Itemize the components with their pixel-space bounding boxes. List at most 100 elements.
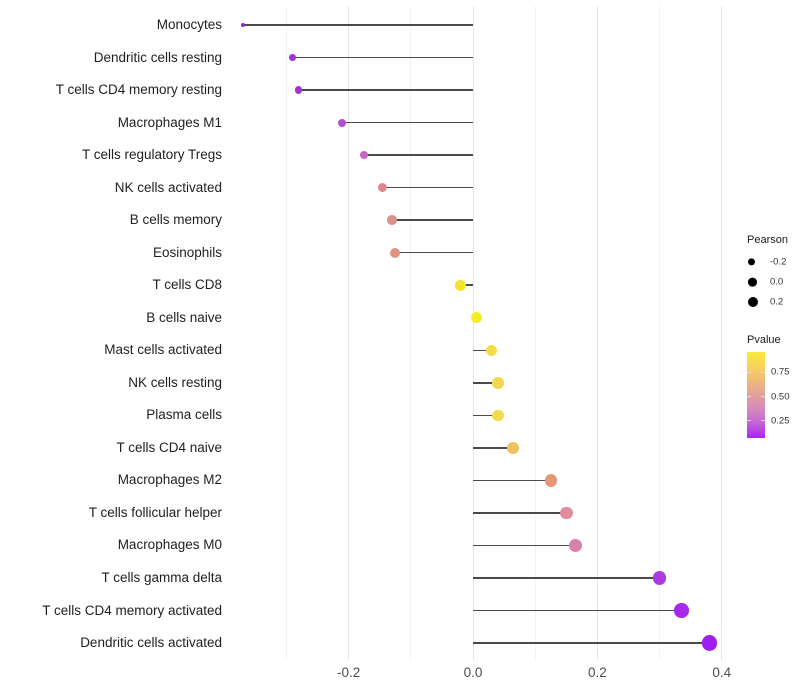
x-tick-label: -0.2 xyxy=(336,665,361,680)
category-label: B cells memory xyxy=(129,212,222,228)
pearson-size-entry: 0.0 xyxy=(744,272,800,292)
category-label: T cells CD8 xyxy=(152,277,222,293)
category-label: B cells naive xyxy=(146,309,222,325)
colorbar-tick xyxy=(761,420,765,422)
lollipop-dot xyxy=(560,506,573,520)
minor-gridline xyxy=(534,6,536,660)
lollipop-dot xyxy=(240,22,246,28)
category-label: Eosinophils xyxy=(152,244,222,260)
colorbar-tick xyxy=(761,396,765,398)
category-label: T cells CD4 memory activated xyxy=(42,602,222,618)
lollipop-stem xyxy=(473,479,551,482)
category-label: Macrophages M2 xyxy=(117,472,222,488)
lollipop-dot xyxy=(359,150,369,160)
pvalue-legend: Pvalue 0.75 0.50 0.25 xyxy=(744,334,800,438)
lollipop-dot xyxy=(652,571,667,585)
x-tick-label: 0.0 xyxy=(463,665,483,680)
lollipop-dot xyxy=(390,247,401,258)
category-label: NK cells activated xyxy=(114,179,222,195)
lollipop-stem xyxy=(473,414,498,417)
colorbar-tick xyxy=(761,371,765,373)
colorbar-tick xyxy=(747,396,751,398)
pearson-size-entry: -0.2 xyxy=(744,252,800,272)
pearson-size-dot xyxy=(748,258,756,266)
category-label: T cells regulatory Tregs xyxy=(81,147,222,163)
category-label: Plasma cells xyxy=(146,407,222,423)
lollipop-dot xyxy=(387,215,397,225)
pearson-size-dot xyxy=(748,277,757,287)
lollipop-stem xyxy=(342,121,473,124)
category-label: T cells CD4 naive xyxy=(116,439,222,455)
legend: Pearson -0.2 0.0 0.2 Pvalue 0.75 0.50 0.25 xyxy=(744,234,800,438)
lollipop-dot xyxy=(701,635,718,651)
minor-gridline xyxy=(285,6,287,660)
pearson-size-legend: -0.2 0.0 0.2 xyxy=(744,252,800,312)
lollipop-stem xyxy=(473,382,498,384)
category-label: Monocytes xyxy=(156,17,222,32)
lollipop-dot xyxy=(486,344,498,356)
category-label: Mast cells activated xyxy=(104,342,222,358)
lollipop-dot xyxy=(289,54,297,61)
lollipop-dot xyxy=(295,86,303,94)
lollipop-stem xyxy=(292,56,473,59)
lollipop-stem xyxy=(473,447,514,449)
lollipop-stem xyxy=(392,219,473,221)
lollipop-stem xyxy=(460,284,473,286)
y-axis-labels: Monocytes Dendritic cells resting T cells … xyxy=(0,6,228,660)
lollipop-stem xyxy=(395,251,473,254)
pearson-size-dot xyxy=(748,297,758,307)
lollipop-stem xyxy=(473,349,492,352)
lollipop-stem xyxy=(364,154,473,156)
lollipop-dot xyxy=(455,279,466,291)
minor-gridline xyxy=(659,6,661,660)
lollipop-stem xyxy=(382,186,473,189)
pearson-size-entry: 0.2 xyxy=(744,292,800,312)
lollipop-dot xyxy=(492,377,504,389)
major-gridline xyxy=(348,6,350,660)
pvalue-legend-title: Pvalue xyxy=(747,334,781,346)
lollipop-dot xyxy=(507,441,520,454)
lollipop-stem xyxy=(473,609,682,612)
category-label: T cells CD4 memory resting xyxy=(55,82,222,98)
lollipop-stem xyxy=(473,642,710,644)
lollipop-dot xyxy=(492,409,504,422)
pearson-size-label: 0.0 xyxy=(770,276,784,288)
lollipop-stem xyxy=(473,544,576,547)
category-label: T cells follicular helper xyxy=(88,504,222,520)
lollipop-dot xyxy=(674,603,689,618)
minor-gridline xyxy=(410,6,412,660)
major-gridline xyxy=(721,6,723,660)
category-label: Dendritic cells activated xyxy=(80,635,222,651)
pearson-size-label: 0.2 xyxy=(770,296,784,308)
colorbar-tick xyxy=(747,420,751,422)
major-gridline xyxy=(596,6,598,660)
x-tick-label: 0.4 xyxy=(712,665,732,680)
pvalue-colorbar-gradient xyxy=(747,352,765,438)
lollipop-stem xyxy=(473,577,660,579)
lollipop-dot xyxy=(544,474,557,487)
lollipop-dot xyxy=(338,118,347,127)
lollipop-dot xyxy=(569,538,583,552)
category-label: Dendritic cells resting xyxy=(93,49,222,65)
category-label: Macrophages M1 xyxy=(117,114,222,130)
plot-panel xyxy=(236,6,738,660)
lollipop-dot xyxy=(378,183,388,193)
x-tick-label: 0.2 xyxy=(588,665,607,680)
category-label: Macrophages M0 xyxy=(117,537,222,553)
lollipop-stem xyxy=(242,24,473,26)
pvalue-tick-label: 0.50 xyxy=(771,391,790,403)
pearson-size-label: -0.2 xyxy=(770,256,787,268)
pvalue-tick-label: 0.75 xyxy=(771,366,790,378)
lollipop-stem xyxy=(298,89,473,91)
category-label: NK cells resting xyxy=(128,374,222,390)
lollipop-stem xyxy=(473,512,567,514)
x-axis-tick-labels: -0.2 0.0 0.2 0.4 xyxy=(236,663,738,683)
lollipop-dot xyxy=(470,312,482,324)
category-label: T cells gamma delta xyxy=(101,570,222,585)
colorbar-tick xyxy=(747,371,751,373)
pearson-legend-title: Pearson xyxy=(747,234,788,246)
pvalue-colorbar-wrap: 0.75 0.50 0.25 xyxy=(747,352,799,438)
major-gridline xyxy=(472,6,474,660)
pvalue-tick-label: 0.25 xyxy=(771,415,790,427)
